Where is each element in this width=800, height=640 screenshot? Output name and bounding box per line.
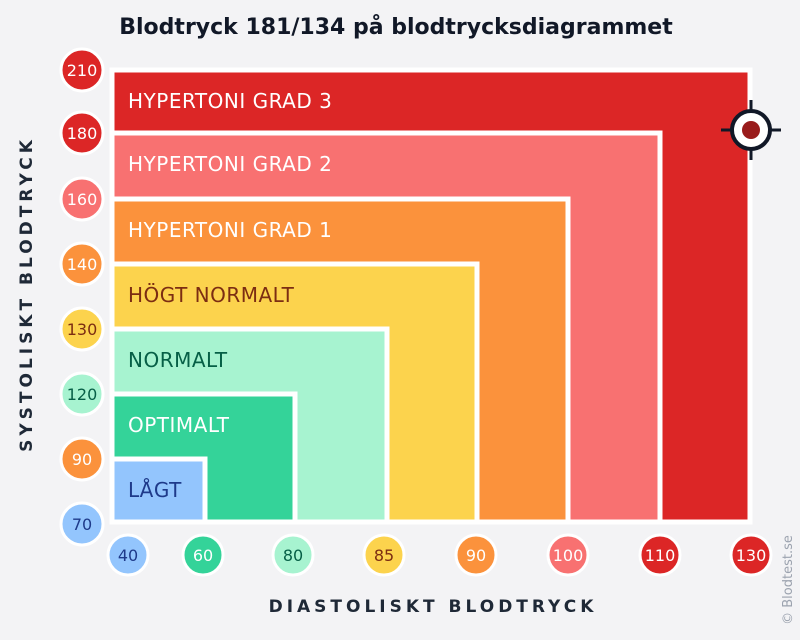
watermark: © Blodtest.se [781, 535, 796, 625]
y-ticks-group: 70 90 120 130 140 160 180 210 [59, 47, 105, 547]
y-axis-label: SYSTOLISKT BLODTRYCK [17, 136, 37, 452]
zone-label-hypertoni-grad-3: HYPERTONI GRAD 3 [128, 89, 332, 113]
y-tick-label-70: 70 [72, 515, 92, 534]
x-tick-label-85: 85 [374, 546, 394, 565]
y-tick-badge-160 [59, 176, 105, 222]
zone-label-lågt: LÅGT [128, 478, 182, 502]
y-tick-badge-70 [59, 501, 105, 547]
y-tick-label-90: 90 [72, 450, 92, 469]
x-ticks-group: 40 60 80 85 90 100 110 130 [106, 533, 773, 577]
crosshair-icon [721, 100, 781, 160]
zone-label-optimalt: OPTIMALT [128, 413, 230, 437]
x-tick-badge-85 [362, 533, 406, 577]
x-tick-badge-60 [181, 533, 225, 577]
y-tick-badge-140 [59, 241, 105, 287]
y-tick-badge-210 [59, 47, 105, 93]
y-tick-label-210: 210 [67, 61, 98, 80]
marker-group [721, 100, 781, 160]
x-tick-label-40: 40 [118, 546, 138, 565]
x-tick-badge-90 [454, 533, 498, 577]
x-tick-badge-130 [729, 533, 773, 577]
x-tick-label-100: 100 [553, 546, 584, 565]
y-tick-label-130: 130 [67, 320, 98, 339]
zone-label-normalt: NORMALT [128, 348, 228, 372]
zone-label-högt-normalt: HÖGT NORMALT [128, 283, 295, 307]
x-tick-label-80: 80 [283, 546, 303, 565]
x-tick-badge-100 [546, 533, 590, 577]
zone-lågt [109, 456, 208, 525]
y-tick-badge-90 [59, 436, 105, 482]
y-tick-label-180: 180 [67, 124, 98, 143]
y-tick-label-160: 160 [67, 190, 98, 209]
x-tick-badge-110 [638, 533, 682, 577]
chart-title: Blodtryck 181/134 på blodtrycksdiagramme… [119, 14, 673, 40]
x-tick-label-130: 130 [736, 546, 767, 565]
x-axis-label: DIASTOLISKT BLODTRYCK [269, 597, 598, 617]
y-tick-badge-130 [59, 306, 105, 352]
y-tick-badge-180 [59, 110, 105, 156]
x-tick-badge-80 [271, 533, 315, 577]
crosshair-dot [742, 121, 760, 139]
y-tick-badge-120 [59, 371, 105, 417]
zone-label-hypertoni-grad-2: HYPERTONI GRAD 2 [128, 152, 332, 176]
y-tick-label-120: 120 [67, 385, 98, 404]
zone-label-hypertoni-grad-1: HYPERTONI GRAD 1 [128, 218, 332, 242]
zones-group: HYPERTONI GRAD 3 HYPERTONI GRAD 2 HYPERTON… [109, 67, 753, 525]
x-tick-label-60: 60 [193, 546, 213, 565]
y-tick-label-140: 140 [67, 255, 98, 274]
x-tick-label-110: 110 [645, 546, 676, 565]
x-tick-label-90: 90 [466, 546, 486, 565]
x-tick-badge-40 [106, 533, 150, 577]
